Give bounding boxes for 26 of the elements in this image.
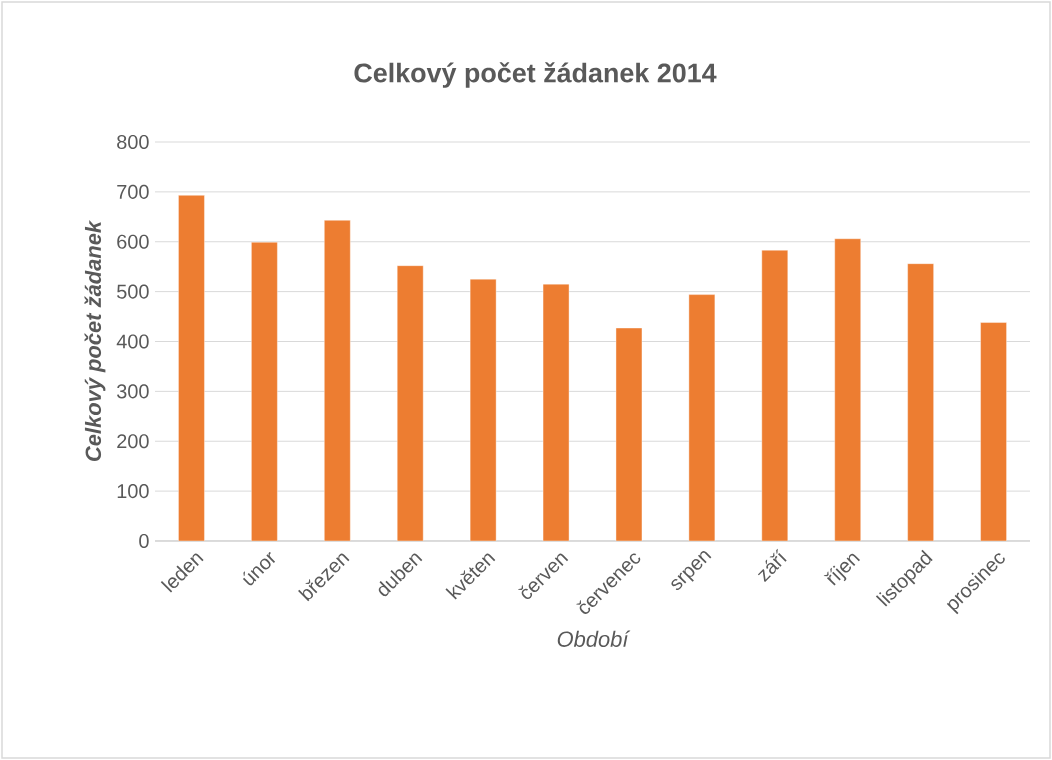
x-axis-title: Období — [557, 630, 631, 647]
bar — [688, 294, 716, 541]
bar — [251, 242, 278, 541]
y-tick-label: 600 — [117, 234, 149, 249]
y-tick-label: 400 — [116, 334, 149, 349]
bar — [834, 238, 861, 541]
x-tick-label: září — [757, 548, 787, 583]
y-tick-label: 200 — [117, 434, 149, 449]
bar — [615, 327, 643, 541]
x-tick-label: říjen — [823, 553, 861, 586]
bar — [469, 278, 497, 541]
y-tick-label: 0 — [139, 533, 149, 549]
bar — [397, 265, 424, 541]
y-tick-label: 300 — [117, 384, 149, 399]
bar — [980, 322, 1007, 541]
bar — [542, 283, 570, 541]
bar — [178, 195, 205, 541]
y-axis-title: Celkový počet žádanek — [84, 220, 106, 462]
y-tick-label: 700 — [117, 184, 149, 199]
y-tick-label: 500 — [117, 284, 149, 299]
y-tick-label: 800 — [117, 134, 149, 150]
bar — [324, 220, 351, 541]
chart-title: Celkový počet žádanek 2014 — [354, 62, 717, 88]
bar — [761, 250, 788, 541]
bar — [907, 263, 934, 541]
y-tick-label: 100 — [117, 484, 149, 499]
